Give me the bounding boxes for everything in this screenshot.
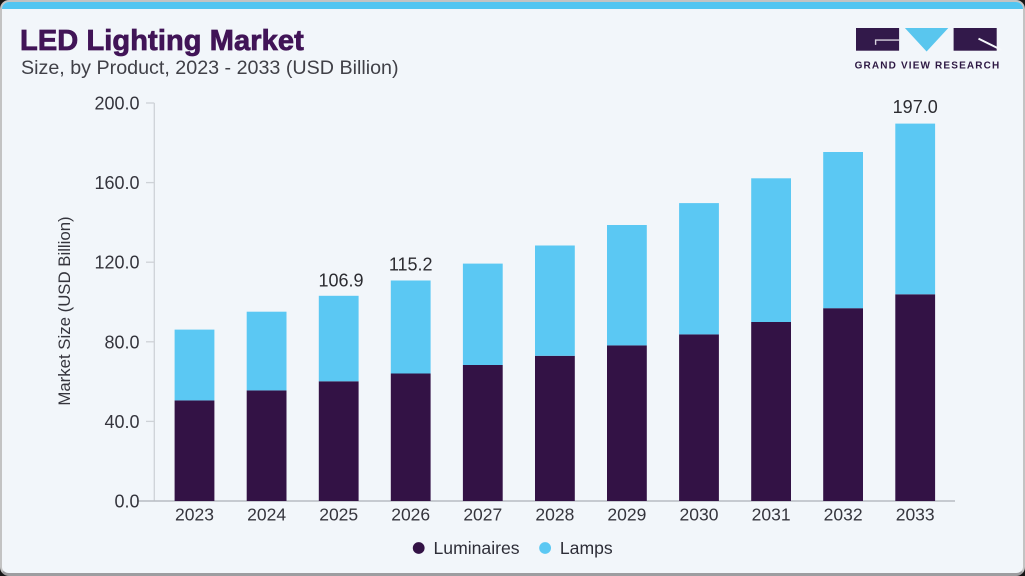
svg-text:120.0: 120.0 — [94, 253, 139, 273]
svg-text:2026: 2026 — [391, 505, 430, 525]
svg-text:40.0: 40.0 — [104, 412, 139, 432]
svg-text:106.9: 106.9 — [318, 270, 363, 290]
svg-text:2025: 2025 — [319, 505, 358, 525]
svg-text:Market Size (USD Billion): Market Size (USD Billion) — [55, 216, 74, 405]
svg-text:2030: 2030 — [680, 505, 719, 525]
svg-text:2027: 2027 — [463, 505, 502, 525]
svg-text:2028: 2028 — [535, 505, 574, 525]
svg-text:Lamps: Lamps — [560, 538, 613, 558]
svg-text:115.2: 115.2 — [389, 255, 433, 275]
svg-text:160.0: 160.0 — [94, 173, 139, 193]
svg-text:2031: 2031 — [752, 505, 791, 525]
svg-text:200.0: 200.0 — [94, 94, 139, 114]
svg-text:2024: 2024 — [247, 505, 286, 525]
svg-text:2032: 2032 — [824, 505, 863, 525]
svg-text:197.0: 197.0 — [893, 97, 938, 117]
svg-text:Luminaires: Luminaires — [434, 538, 520, 558]
svg-text:2023: 2023 — [175, 505, 214, 525]
svg-text:2029: 2029 — [607, 505, 646, 525]
svg-text:80.0: 80.0 — [104, 332, 139, 352]
svg-text:0.0: 0.0 — [114, 492, 139, 512]
svg-text:2033: 2033 — [896, 505, 935, 525]
svg-text:GRAND VIEW RESEARCH: GRAND VIEW RESEARCH — [855, 60, 1001, 71]
